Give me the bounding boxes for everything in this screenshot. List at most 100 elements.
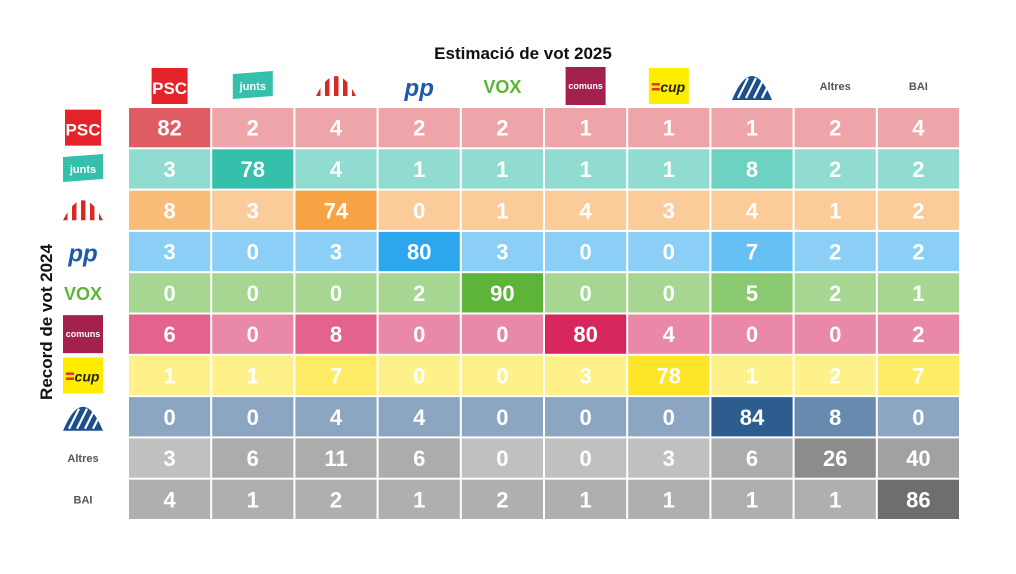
cell-value-label: 6 — [413, 446, 425, 471]
cell-value-label: 4 — [413, 405, 426, 430]
heatmap-cell: 1 — [378, 479, 460, 519]
cell-value-label: 40 — [906, 446, 930, 471]
heatmap-cell: 1 — [461, 149, 543, 189]
heatmap-cell: 6 — [212, 438, 294, 478]
cell-value-label: 8 — [829, 405, 841, 430]
cell-rect — [461, 231, 543, 272]
row-logo-junts: junts — [63, 153, 103, 182]
heatmap-cell: 0 — [461, 438, 543, 478]
cell-value-label: 0 — [247, 322, 259, 347]
heatmap-cell: 78 — [628, 355, 710, 396]
cell-value-label: 0 — [496, 446, 508, 471]
heatmap-cell: 2 — [877, 314, 959, 354]
cell-value-label: 0 — [247, 281, 259, 306]
cell-value-label: 0 — [579, 446, 591, 471]
cell-value-label: 1 — [413, 157, 425, 182]
cell-value-label: 2 — [829, 116, 841, 141]
cell-rect — [545, 273, 627, 313]
cell-rect — [794, 397, 876, 437]
svg-text:pp: pp — [67, 241, 97, 268]
heatmap-cell: 4 — [295, 108, 377, 148]
cell-value-label: 2 — [496, 116, 508, 141]
cell-rect — [129, 231, 211, 272]
cell-rect — [212, 149, 294, 189]
cell-value-label: 1 — [746, 116, 758, 141]
cell-rect — [295, 190, 377, 230]
cell-value-label: 4 — [663, 322, 676, 347]
cell-value-label: 1 — [247, 363, 259, 388]
svg-text:cup: cup — [75, 368, 100, 384]
column-logo-cup: cup — [648, 68, 689, 104]
column-logo-junts: junts — [232, 71, 273, 99]
cell-value-label: 7 — [912, 363, 924, 388]
cell-value-label: 6 — [746, 446, 758, 471]
row-logo-vox: VOX — [64, 284, 102, 304]
cell-value-label: 3 — [663, 446, 675, 471]
cell-rect — [545, 108, 627, 148]
cell-rect — [877, 190, 959, 230]
cell-value-label: 2 — [829, 363, 841, 388]
cell-value-label: 0 — [912, 405, 924, 430]
svg-text:cup: cup — [660, 79, 685, 95]
cell-rect — [295, 273, 377, 313]
cell-rect — [295, 314, 377, 354]
cell-rect — [628, 108, 710, 148]
cell-value-label: 4 — [579, 198, 592, 223]
cell-rect — [877, 273, 959, 313]
heatmap-cell: 7 — [711, 231, 793, 272]
cell-value-label: 1 — [663, 157, 675, 182]
cell-value-label: 3 — [663, 198, 675, 223]
heatmap-cell: 2 — [877, 149, 959, 189]
heatmap-cell: 0 — [378, 355, 460, 396]
row-logo-pp: pp — [67, 241, 97, 268]
heatmap-cell: 0 — [461, 314, 543, 354]
cell-value-label: 0 — [247, 240, 259, 265]
cell-rect — [378, 397, 460, 437]
cell-value-label: 1 — [663, 116, 675, 141]
row-logo-cup: cup — [63, 357, 103, 394]
cell-rect — [129, 479, 211, 519]
cell-rect — [295, 397, 377, 437]
heatmap-cell: 1 — [545, 479, 627, 519]
cell-rect — [794, 355, 876, 396]
cell-rect — [461, 479, 543, 519]
cell-value-label: 7 — [746, 240, 758, 265]
heatmap-cell: 4 — [877, 108, 959, 148]
cell-rect — [129, 108, 211, 148]
cell-rect — [711, 273, 793, 313]
heatmap-cell: 0 — [461, 355, 543, 396]
heatmap-cell: 1 — [794, 479, 876, 519]
column-logo-comuns: comuns — [565, 67, 606, 105]
cell-rect — [711, 190, 793, 230]
cell-value-label: 3 — [496, 240, 508, 265]
cell-value-label: 2 — [912, 322, 924, 347]
cell-rect — [628, 397, 710, 437]
cell-value-label: 4 — [746, 198, 759, 223]
cell-rect — [212, 397, 294, 437]
column-logo-erc-stripes-icon — [316, 76, 356, 96]
cell-value-label: 1 — [829, 198, 841, 223]
cell-value-label: 1 — [579, 487, 591, 512]
heatmap-cell: 7 — [877, 355, 959, 396]
cell-rect — [877, 314, 959, 354]
svg-text:VOX: VOX — [483, 77, 521, 97]
cell-value-label: 0 — [413, 198, 425, 223]
column-logo-pp: pp — [404, 75, 434, 102]
cell-rect — [378, 355, 460, 396]
cell-rect — [794, 273, 876, 313]
cell-value-label: 8 — [163, 198, 175, 223]
cell-rect — [461, 438, 543, 478]
cell-rect — [877, 231, 959, 272]
svg-text:comuns: comuns — [568, 81, 603, 91]
cell-rect — [212, 479, 294, 519]
cell-rect — [461, 314, 543, 354]
svg-text:PSC: PSC — [66, 121, 101, 140]
cell-rect — [378, 190, 460, 230]
cell-value-label: 1 — [496, 157, 508, 182]
heatmap-cell: 6 — [378, 438, 460, 478]
cell-rect — [794, 149, 876, 189]
heatmap-cell: 40 — [877, 438, 959, 478]
heatmap-cell: 0 — [545, 397, 627, 437]
cell-value-label: 1 — [247, 487, 259, 512]
cell-value-label: 1 — [746, 487, 758, 512]
